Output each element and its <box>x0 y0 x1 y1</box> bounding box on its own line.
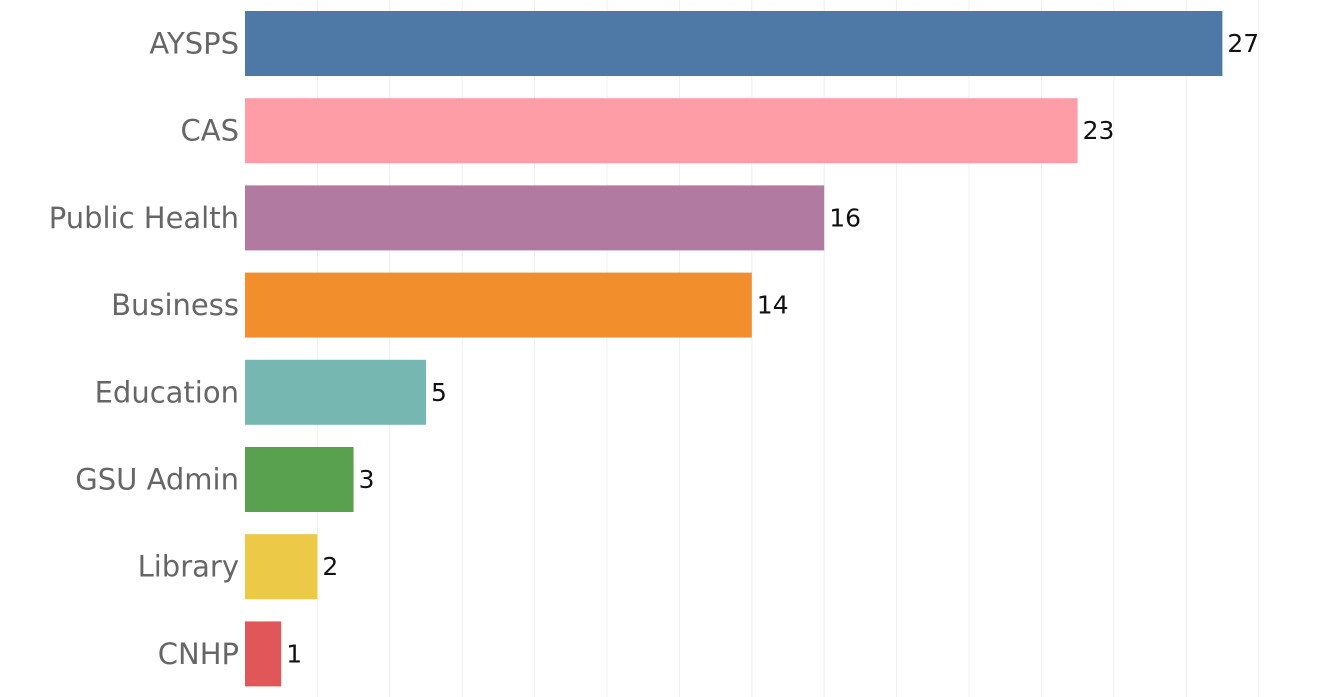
category-label-public-health: Public Health <box>49 201 239 235</box>
value-label-public-health: 16 <box>829 203 861 232</box>
category-label-gsu-admin: GSU Admin <box>75 463 239 497</box>
value-label-library: 2 <box>322 552 338 581</box>
bar-education <box>245 359 426 425</box>
bar-library <box>245 534 318 600</box>
category-label-aysps: AYSPS <box>149 27 239 61</box>
value-labels: 27 23 16 14 5 3 2 1 <box>286 29 1259 668</box>
value-label-cnhp: 1 <box>286 639 302 668</box>
bars <box>245 11 1223 687</box>
bar-cas <box>245 98 1078 164</box>
category-label-business: Business <box>111 288 239 322</box>
bar-business <box>245 272 752 338</box>
value-label-aysps: 27 <box>1227 29 1259 58</box>
bar-public-health <box>245 185 825 251</box>
value-label-education: 5 <box>431 378 447 407</box>
bar-aysps <box>245 11 1223 76</box>
category-labels: AYSPS CAS Public Health Business Education GS… <box>49 27 239 671</box>
bar-gsu-admin <box>245 447 354 512</box>
category-label-cnhp: CNHP <box>158 637 239 671</box>
category-label-library: Library <box>138 550 239 584</box>
value-label-cas: 23 <box>1083 116 1115 145</box>
category-label-cas: CAS <box>181 114 240 148</box>
value-label-business: 14 <box>757 291 789 320</box>
value-label-gsu-admin: 3 <box>359 465 375 494</box>
bar-cnhp <box>245 621 282 687</box>
category-label-education: Education <box>95 375 239 409</box>
